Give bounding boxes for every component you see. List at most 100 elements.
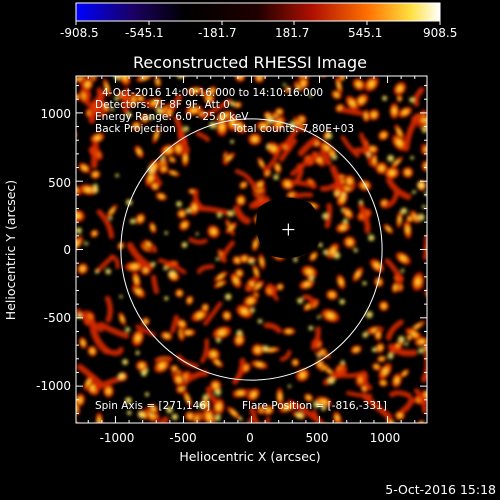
intensity-fringe [414, 388, 427, 414]
intensity-fringe [302, 301, 314, 312]
intensity-peak [76, 227, 82, 234]
intensity-fringe [95, 411, 104, 423]
intensity-fringe [76, 308, 104, 333]
intensity-peak [273, 174, 279, 180]
intensity-peak [318, 242, 323, 248]
intensity-fringe [110, 76, 118, 77]
colorbar-label-5: 908.5 [423, 26, 457, 40]
intensity-fringe [403, 115, 421, 152]
intensity-peak [168, 270, 176, 278]
intensity-fringe [232, 101, 243, 109]
intensity-fringe [320, 308, 341, 324]
intensity-fringe [401, 166, 415, 179]
intensity-peak [387, 154, 394, 162]
intensity-fringe [283, 123, 302, 147]
intensity-peak [371, 347, 377, 353]
x-tick-label: -500 [169, 431, 196, 445]
intensity-fringe [96, 87, 106, 118]
intensity-fringe [246, 278, 258, 290]
y-tick-label: 0 [63, 243, 71, 257]
intensity-fringe [258, 252, 266, 271]
intensity-fringe [136, 94, 146, 104]
intensity-fringe [247, 132, 263, 147]
intensity-peak [126, 112, 132, 118]
intensity-fringe [147, 403, 159, 415]
intensity-fringe [378, 300, 390, 312]
intensity-fringe [172, 372, 186, 387]
intensity-fringe [198, 205, 233, 216]
intensity-peak [124, 397, 132, 404]
intensity-peak [334, 192, 339, 196]
intensity-fringe [308, 250, 319, 263]
intensity-fringe [388, 101, 400, 120]
colorbar-strip [75, 2, 441, 22]
intensity-fringe [341, 205, 355, 221]
intensity-fringe [289, 179, 316, 188]
intensity-fringe [176, 208, 188, 220]
intensity-fringe [255, 120, 272, 132]
intensity-fringe [421, 351, 427, 383]
intensity-fringe [361, 393, 393, 420]
intensity-fringe [134, 212, 147, 226]
intensity-fringe [302, 294, 316, 306]
intensity-fringe [396, 94, 403, 103]
y-tick-label: 500 [48, 176, 71, 190]
intensity-peak [230, 139, 235, 144]
annotation-total-counts: Total counts: 7.80E+03 [231, 123, 354, 135]
intensity-fringe [205, 386, 219, 405]
intensity-fringe [78, 336, 88, 350]
intensity-fringe [89, 169, 102, 180]
intensity-fringe [396, 209, 403, 230]
intensity-fringe [373, 276, 385, 288]
intensity-fringe [232, 357, 246, 385]
intensity-fringe [76, 182, 83, 197]
y-tick-label: -1000 [36, 379, 71, 393]
intensity-fringe [400, 397, 415, 414]
intensity-peak [358, 199, 364, 205]
intensity-fringe [297, 76, 310, 91]
intensity-peak [422, 127, 427, 133]
intensity-fringe [340, 135, 360, 158]
intensity-fringe [338, 76, 347, 82]
intensity-fringe [242, 294, 259, 308]
intensity-fringe [386, 177, 412, 200]
intensity-peak [308, 325, 314, 331]
intensity-peak [365, 311, 373, 319]
intensity-peak [410, 156, 414, 160]
intensity-fringe [262, 404, 275, 416]
intensity-fringe [263, 322, 282, 334]
intensity-fringe [339, 370, 367, 379]
intensity-peak [114, 96, 119, 101]
intensity-peak [422, 205, 426, 209]
intensity-fringe [254, 178, 266, 191]
intensity-fringe [376, 355, 387, 363]
colorbar-label-0: -908.5 [60, 26, 99, 40]
intensity-fringe [363, 76, 380, 93]
intensity-fringe [232, 205, 251, 225]
intensity-fringe [374, 342, 386, 354]
x-tick-label: 0 [246, 431, 254, 445]
intensity-fringe [212, 270, 229, 283]
intensity-fringe [384, 258, 403, 284]
intensity-fringe [104, 295, 113, 323]
intensity-fringe [180, 328, 197, 337]
intensity-fringe [264, 416, 271, 423]
intensity-fringe [413, 87, 425, 107]
intensity-fringe [231, 388, 250, 399]
intensity-fringe [76, 93, 82, 101]
intensity-fringe [89, 324, 110, 355]
intensity-fringe [117, 311, 127, 327]
intensity-fringe [409, 209, 421, 225]
intensity-fringe [210, 356, 225, 369]
intensity-fringe [420, 159, 427, 173]
plot-title: Reconstructed RHESSI Image [133, 53, 367, 72]
intensity-fringe [157, 416, 169, 423]
intensity-fringe [135, 359, 149, 373]
intensity-fringe [148, 221, 157, 235]
intensity-peak [313, 401, 320, 409]
intensity-peak [164, 296, 169, 301]
annotation-energy-range: Energy Range: 6.0 - 25.0 keV [95, 111, 249, 123]
intensity-fringe [274, 107, 285, 116]
intensity-fringe [134, 76, 154, 83]
intensity-peak [177, 76, 183, 79]
